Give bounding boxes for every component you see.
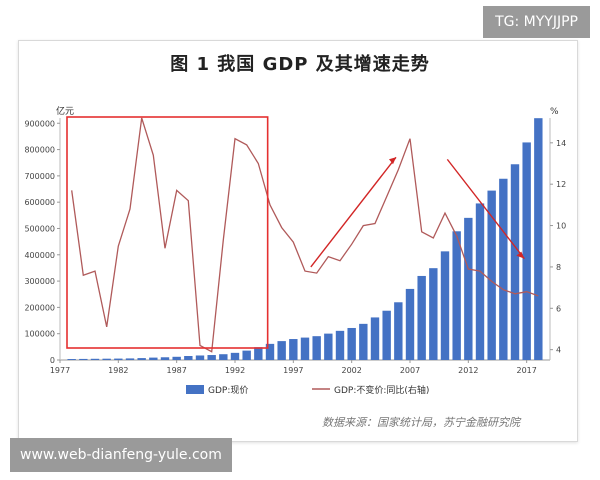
y-tick-label: 200000 [24,303,55,312]
growth-line [71,117,539,353]
gdp-bar [382,310,391,360]
y2-tick-label: 12 [556,180,566,189]
gdp-bar [359,323,368,360]
gdp-bar [452,231,461,360]
gdp-bar [137,358,146,360]
gdp-bar [90,358,100,360]
gdp-bar [114,358,123,360]
x-tick-label: 1982 [108,366,128,375]
legend-swatch-bar [186,385,204,394]
y-tick-label: 400000 [24,251,55,260]
gdp-bar [230,352,240,360]
gdp-bar [207,355,216,360]
gdp-bar [160,357,170,360]
gdp-bar [172,356,181,360]
gdp-bar [417,275,426,360]
y-tick-label: 600000 [24,198,55,207]
x-tick-label: 2002 [341,366,361,375]
x-tick-label: 1997 [283,366,303,375]
gdp-bar [184,356,193,360]
x-tick-label: 2017 [516,366,536,375]
gdp-bar [394,302,403,360]
x-tick-label: 2012 [458,366,478,375]
data-source: 数据来源：国家统计局，苏宁金融研究院 [322,416,520,429]
gdp-bar [67,359,76,360]
chart-card [18,40,578,442]
y-tick-label: 300000 [24,277,55,286]
x-tick-label: 1977 [50,366,70,375]
gdp-bar [534,118,543,361]
gdp-bar [289,339,298,360]
x-tick-label: 1987 [166,366,186,375]
y-tick-label: 900000 [24,119,55,128]
y-tick-label: 500000 [24,224,55,233]
highlight-box [66,116,269,349]
y2-tick-label: 10 [556,222,566,231]
y-tick-label: 800000 [24,146,55,155]
y2-tick-label: 8 [556,263,561,272]
gdp-bar [324,333,333,360]
legend-label-line: GDP:不变价:同比(右轴) [334,384,429,396]
gdp-bar [405,288,415,360]
gdp-bar [370,317,380,360]
gdp-bar [254,347,263,360]
gdp-bar [102,358,111,360]
left-unit-label: 亿元 [56,105,74,117]
x-tick-label: 1992 [225,366,245,375]
gdp-bar [510,164,520,360]
gdp-bar [312,336,321,360]
watermark-url: www.web-dianfeng-yule.com [10,438,232,472]
x-tick-label: 2007 [400,366,420,375]
gdp-bar [125,358,135,360]
gdp-bar [149,357,158,360]
gdp-bar [475,203,485,360]
gdp-bar [219,354,228,360]
y-tick-label: 0 [50,356,55,365]
gdp-bar [347,327,356,360]
gdp-bar [300,337,310,360]
chart-title: 图 1 我国 GDP 及其增速走势 [170,54,430,75]
falling-arrow-head [516,251,525,259]
gdp-bar [335,330,345,360]
gdp-bar [522,142,531,360]
gdp-bar [499,178,508,360]
falling-trend-arrow [446,158,525,260]
y2-tick-label: 14 [556,139,566,148]
y-tick-label: 100000 [24,330,55,339]
gdp-bar [265,343,275,360]
y2-tick-label: 6 [556,304,561,313]
rising-arrow-head [389,157,396,165]
gdp-bar [429,268,438,360]
rising-trend-arrow [310,156,397,268]
gdp-bar [195,355,205,360]
y-tick-label: 700000 [24,172,55,181]
right-unit-label: % [550,107,559,117]
legend-label-bar: GDP:现价 [208,385,248,396]
gdp-bar [242,350,251,360]
gdp-bar [79,358,88,360]
y2-tick-label: 4 [556,346,561,355]
gdp-bar [440,251,450,360]
gdp-bar [487,190,496,360]
watermark-tag: TG: MYYJJPP [483,6,590,38]
gdp-bar [464,217,473,360]
gdp-bar [277,341,286,360]
